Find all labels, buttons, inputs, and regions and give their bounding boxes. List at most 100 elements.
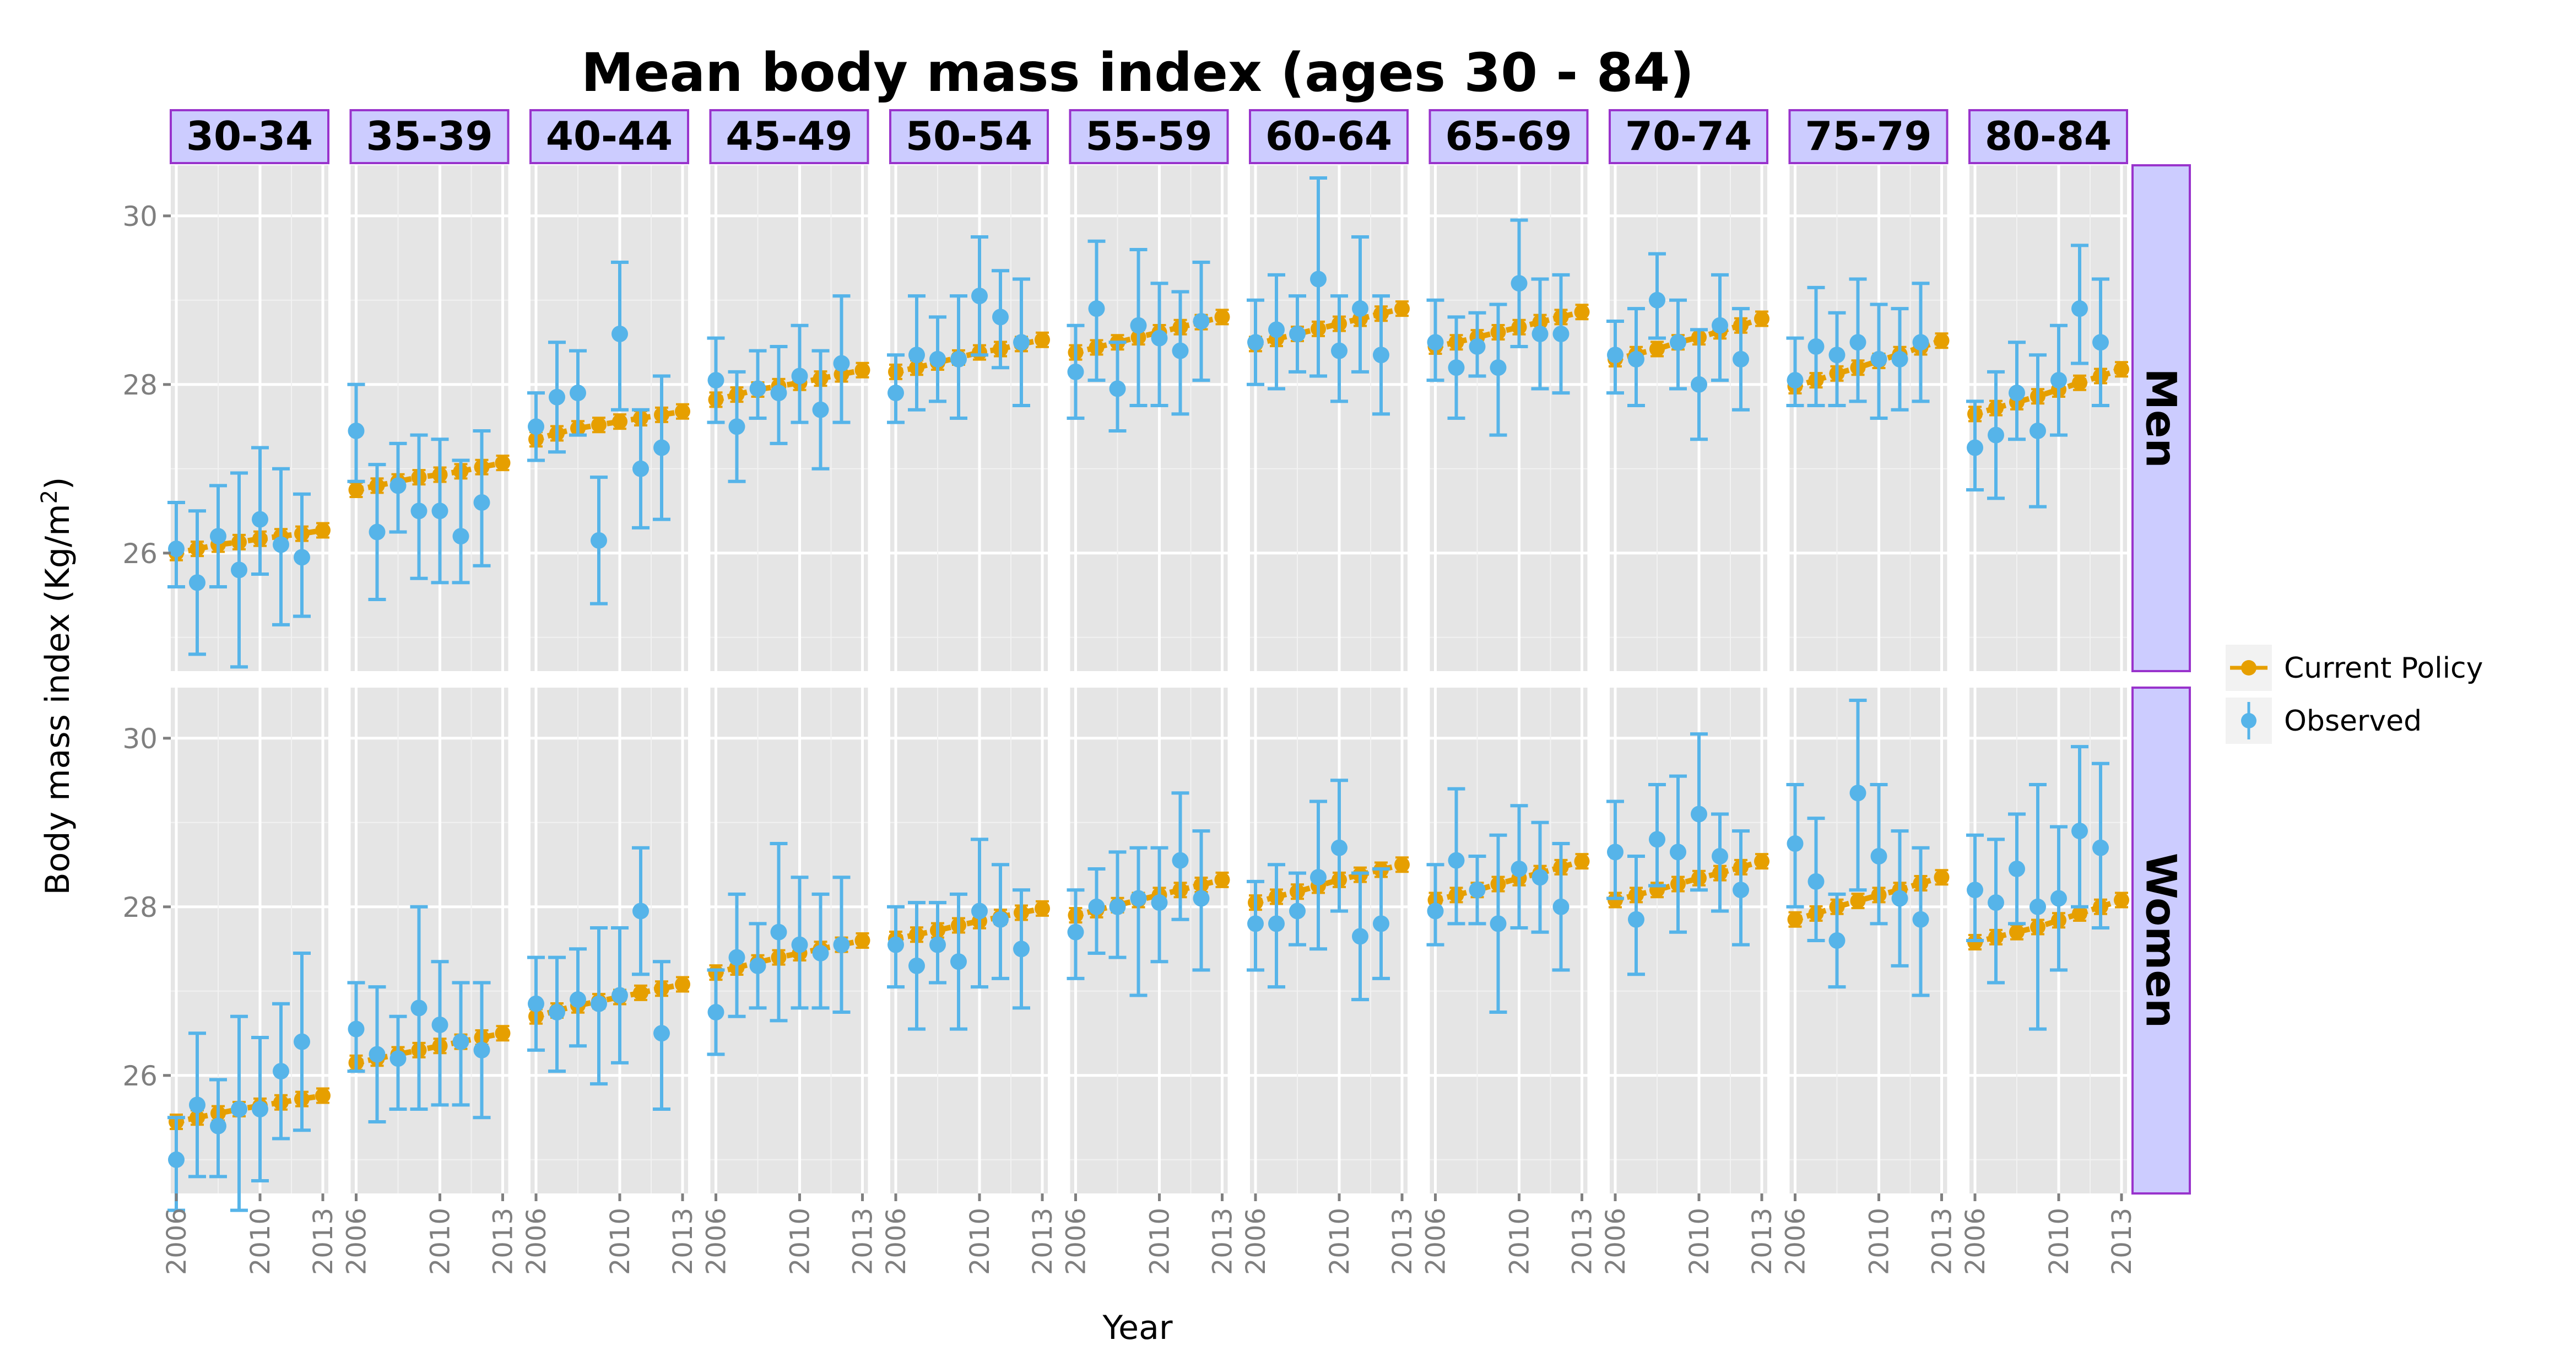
observed-point	[1870, 848, 1887, 864]
observed-point	[971, 903, 988, 920]
x-tick-label: 2006	[342, 1208, 372, 1275]
observed-point	[812, 944, 829, 961]
observed-point	[1373, 347, 1389, 364]
strip-age-55-59	[1069, 109, 1229, 164]
legend-label-observed: Observed	[2284, 705, 2422, 738]
strip-age-60-64	[1249, 109, 1409, 164]
strips-layer: 30-34 35-39 40-44 45-49 50-54 55-59 60-64 65-69…	[170, 109, 2191, 1195]
panel-bg	[1969, 165, 2127, 671]
panel-women-30-34	[167, 951, 331, 1212]
observed-point	[1067, 363, 1084, 380]
observed-point	[473, 1041, 490, 1058]
observed-point	[1988, 426, 2004, 444]
panel-women-80-84	[1966, 745, 2129, 1031]
current-policy-point	[1934, 869, 1950, 885]
panel-men-75-79	[1786, 277, 1950, 420]
current-policy-point	[612, 414, 627, 430]
x-tick-label: 2006	[521, 1208, 552, 1275]
observed-point	[1310, 869, 1327, 886]
panel-women-55-59	[1067, 791, 1230, 997]
y-axis-label-superscript: 2	[37, 490, 62, 504]
observed-point	[2009, 860, 2025, 877]
y-tick-label: 26	[122, 538, 158, 570]
observed-point	[210, 1117, 226, 1134]
legend-key-point	[2241, 660, 2256, 676]
x-tick-label: 2010	[1324, 1208, 1355, 1275]
observed-point	[770, 923, 787, 941]
observed-point	[2030, 898, 2046, 915]
observed-point	[1130, 317, 1147, 334]
panel-bg	[531, 688, 688, 1193]
observed-point	[1247, 915, 1264, 932]
observed-point	[653, 1025, 670, 1042]
observed-point	[971, 288, 988, 305]
observed-point	[1967, 439, 1983, 456]
observed-point	[1352, 928, 1368, 945]
observed-point	[252, 1101, 268, 1117]
x-tick-label: 2013	[1027, 1208, 1058, 1275]
strip-sex-men	[2131, 164, 2191, 672]
observed-point	[1151, 894, 1168, 911]
panel-women-40-44	[527, 846, 690, 1111]
x-tick-label: 2010	[1684, 1208, 1715, 1275]
x-tick-label: 2010	[425, 1208, 456, 1275]
panel-women-50-54	[887, 838, 1050, 1031]
current-policy-point	[1214, 309, 1230, 325]
observed-point	[1373, 915, 1389, 932]
observed-point	[1088, 300, 1105, 317]
current-policy-point	[2009, 924, 2025, 940]
panel-bg	[1789, 165, 1947, 671]
x-tick-label: 2010	[605, 1208, 636, 1275]
observed-point	[1807, 873, 1825, 890]
observed-point	[1552, 326, 1570, 342]
observed-point	[2071, 300, 2088, 317]
current-policy-point	[1850, 893, 1866, 909]
observed-point	[728, 949, 745, 966]
observed-point	[369, 523, 386, 541]
x-tick-label: 2013	[1747, 1208, 1778, 1275]
observed-point	[1849, 334, 1866, 351]
panel-men-30-34	[167, 446, 331, 669]
current-policy-point	[1035, 900, 1050, 916]
observed-point	[549, 1004, 565, 1021]
panel-bg	[1610, 688, 1767, 1193]
observed-point	[908, 957, 925, 974]
observed-point	[1870, 350, 1887, 368]
strip-age-50-54	[889, 109, 1049, 164]
observed-point	[1787, 835, 1804, 852]
current-policy-point	[1574, 853, 1590, 869]
strip-age-label: 50-54	[906, 113, 1032, 159]
observed-point	[632, 903, 649, 920]
observed-point	[273, 1063, 289, 1080]
x-tick-label: 2013	[848, 1208, 879, 1275]
current-policy-point	[675, 403, 690, 419]
current-policy-point	[2072, 906, 2087, 922]
strip-age-label: 65-69	[1445, 113, 1572, 159]
observed-point	[528, 995, 544, 1012]
strip-age-label: 55-59	[1085, 113, 1212, 159]
observed-point	[791, 936, 808, 953]
observed-point	[1628, 911, 1644, 928]
observed-point	[1552, 898, 1570, 915]
observed-point	[1511, 275, 1528, 292]
panel-men-40-44	[527, 260, 690, 606]
x-tick-label: 2006	[1781, 1208, 1811, 1275]
x-tick-label: 2010	[785, 1208, 816, 1275]
observed-point	[294, 1033, 310, 1050]
current-policy-point	[2114, 361, 2129, 377]
observed-point	[749, 957, 766, 974]
observed-point	[549, 388, 565, 406]
panel-men-80-84	[1966, 244, 2129, 509]
legend-label-current-policy: Current Policy	[2284, 652, 2483, 685]
current-policy-point	[1035, 332, 1050, 348]
panel-women-75-79	[1786, 698, 1950, 997]
observed-point	[791, 368, 808, 385]
observed-point	[1733, 350, 1749, 368]
observed-point	[1427, 903, 1444, 920]
observed-point	[1331, 839, 1347, 856]
strip-age-35-39	[349, 109, 510, 164]
current-policy-point	[1787, 911, 1803, 927]
x-tick-label: 2010	[2044, 1208, 2075, 1275]
observed-point	[1828, 347, 1846, 364]
